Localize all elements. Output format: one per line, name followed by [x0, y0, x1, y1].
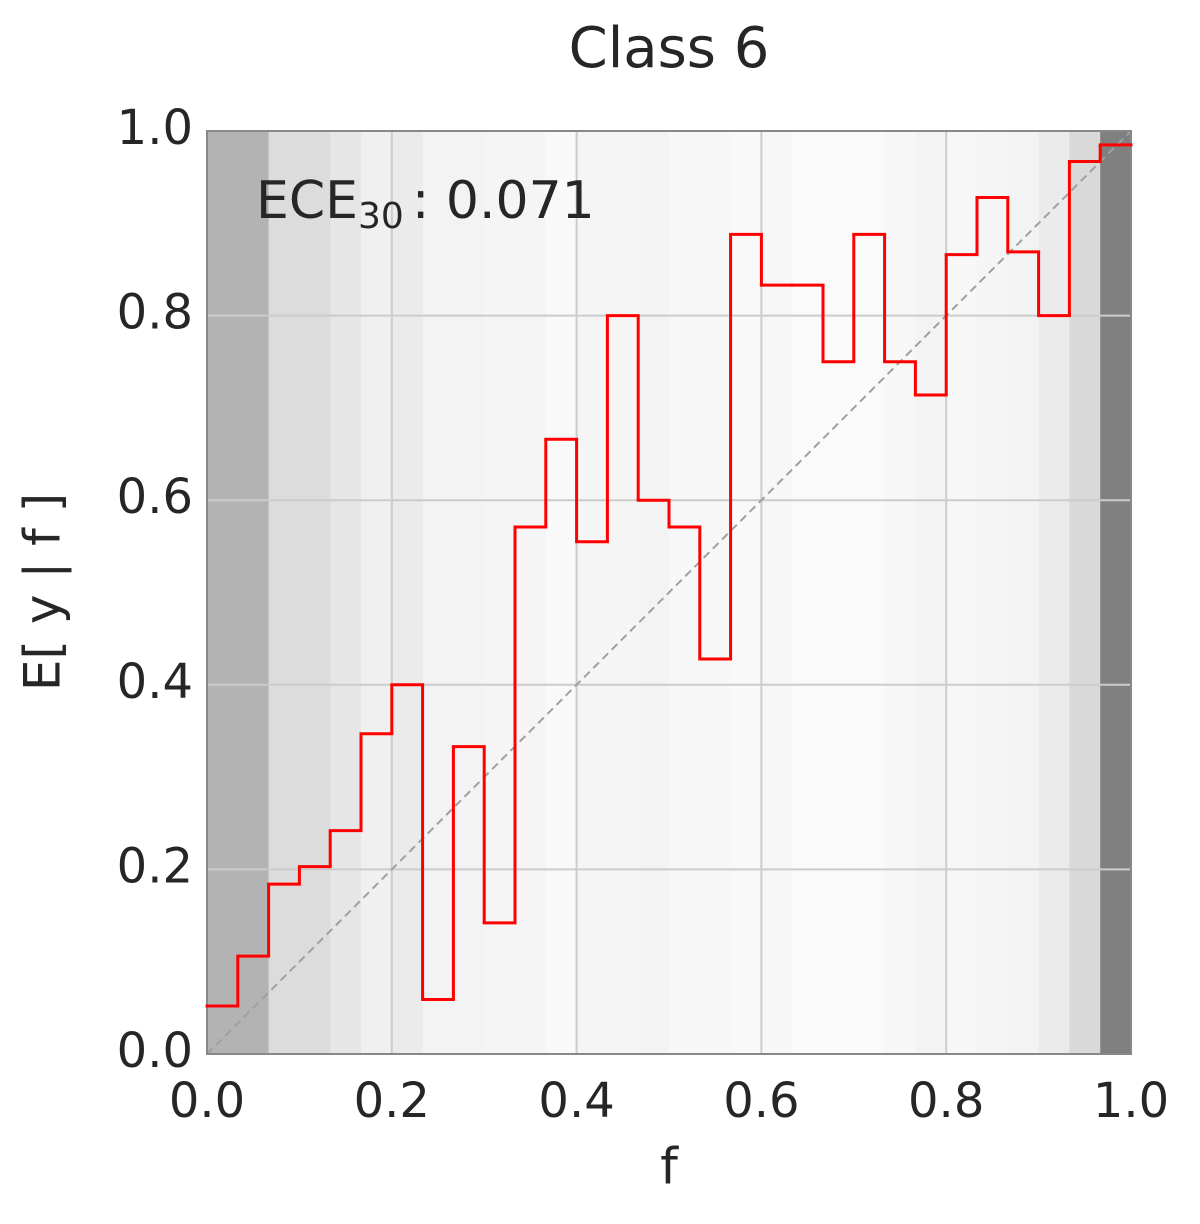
y-tick-label: 0.6 — [117, 469, 193, 525]
bin-shade — [391, 131, 424, 1054]
annotation-label: ECE — [256, 171, 358, 231]
bin-shade — [853, 131, 886, 1054]
bin-shade — [484, 131, 516, 1054]
bin-shade — [545, 131, 578, 1054]
x-tick-label: 0.2 — [354, 1073, 430, 1129]
bin-shade — [453, 131, 485, 1054]
bin-shade — [576, 131, 608, 1054]
y-tick-label: 0.0 — [117, 1023, 193, 1079]
bin-shade — [1038, 131, 1070, 1054]
bin-shade — [299, 131, 331, 1054]
x-axis-label: f — [660, 1138, 679, 1196]
bin-shade — [915, 131, 947, 1054]
y-tick-label: 0.2 — [117, 838, 193, 894]
y-tick-label: 0.8 — [117, 285, 193, 341]
bin-shade — [268, 131, 300, 1054]
y-tick-label: 0.4 — [117, 654, 193, 710]
bin-shade — [330, 131, 362, 1054]
x-tick-label: 0.0 — [169, 1073, 245, 1129]
bin-shade — [207, 131, 239, 1054]
annotation-text: : 0.071 — [412, 171, 595, 231]
bin-shade — [1100, 131, 1132, 1054]
diagonal — [206, 130, 1132, 1055]
bin-shade — [422, 131, 454, 1054]
bin-shade — [977, 131, 1009, 1054]
bin-shade — [699, 131, 732, 1054]
x-tick-label: 0.8 — [908, 1073, 984, 1129]
y-axis-label: E[ y | f ] — [14, 493, 72, 691]
bin-shade — [946, 131, 978, 1054]
bin-shade — [1007, 131, 1040, 1054]
bin-shade — [730, 131, 762, 1054]
bin-shade — [638, 131, 670, 1054]
x-tick-label: 0.6 — [723, 1073, 799, 1129]
bin-shade — [361, 131, 393, 1054]
bin-shade — [792, 131, 824, 1054]
chart-title: Class 6 — [569, 16, 770, 81]
bin-shade — [823, 131, 855, 1054]
annotation: ECE30: 0.071 — [256, 171, 595, 237]
bin-shade — [237, 131, 270, 1054]
y-tick-label: 1.0 — [117, 100, 193, 156]
bin-shade — [884, 131, 916, 1054]
annotation-subscript: 30 — [358, 196, 404, 237]
plot-frame — [206, 130, 1132, 1055]
bin-shade — [669, 131, 701, 1054]
x-tick-label: 1.0 — [1093, 1073, 1169, 1129]
bin-shade — [515, 131, 547, 1054]
bin-shade — [607, 131, 639, 1054]
x-tick-label: 0.4 — [538, 1073, 614, 1129]
bin-shade — [1069, 131, 1101, 1054]
bin-shade — [761, 131, 793, 1054]
